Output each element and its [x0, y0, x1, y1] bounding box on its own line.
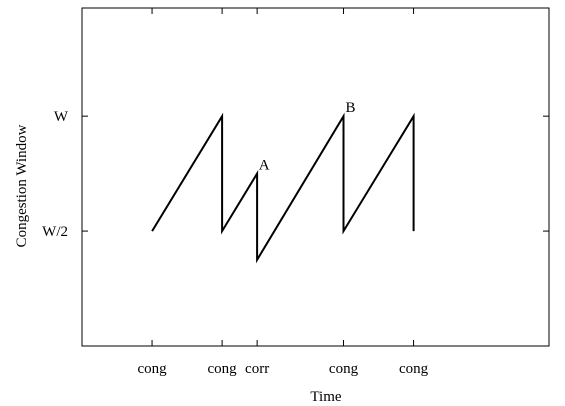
- y-tick-group: W/2 W: [42, 109, 549, 240]
- plot-frame: [81, 7, 550, 347]
- x-tick-label: cong: [137, 361, 167, 377]
- point-annotation: B: [346, 100, 356, 116]
- series-line: [151, 112, 415, 264]
- x-tick-label: corr: [245, 361, 269, 377]
- y-tick-label: W: [54, 109, 69, 125]
- annotation-group: AB: [259, 100, 356, 173]
- x-tick-label: cong: [399, 361, 429, 377]
- x-axis-label: Time: [310, 389, 341, 405]
- y-tick-label: W/2: [42, 224, 68, 240]
- x-tick-group: cong cong corr cong cong: [137, 8, 429, 377]
- x-tick-label: cong: [208, 361, 238, 377]
- y-axis-label: Congestion Window: [14, 124, 30, 247]
- x-tick-label: cong: [329, 361, 359, 377]
- point-annotation: A: [259, 158, 270, 174]
